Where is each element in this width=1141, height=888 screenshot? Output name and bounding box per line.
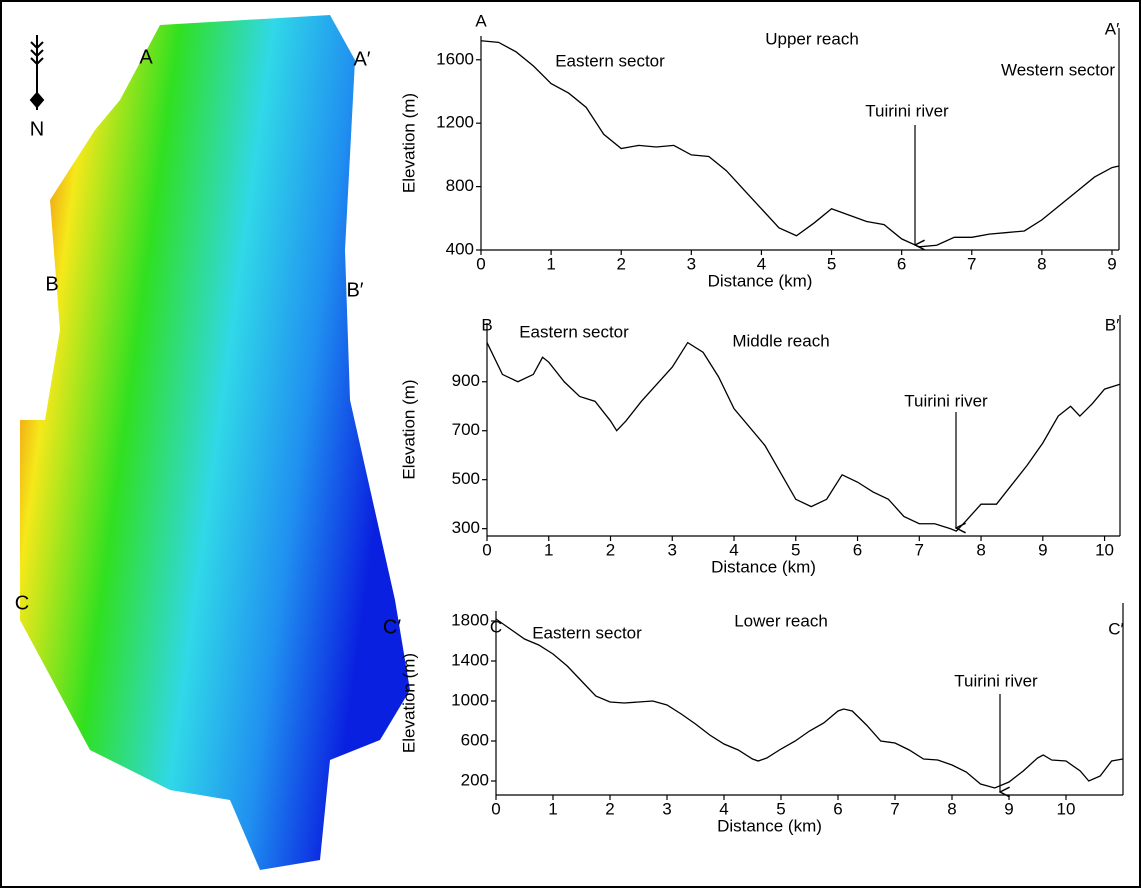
x-tick-label: 1 (544, 540, 553, 559)
y-tick-label: 700 (452, 420, 480, 439)
x-tick-label: 4 (757, 254, 766, 273)
section-end: C′ (1108, 619, 1123, 638)
x-tick-label: 6 (897, 254, 906, 273)
map-label: C (15, 592, 29, 614)
x-tick-label: 6 (833, 799, 842, 818)
x-tick-label: 4 (729, 540, 738, 559)
x-axis-title: Distance (km) (711, 557, 816, 576)
y-axis-title: Elevation (m) (399, 653, 418, 753)
x-tick-label: 10 (1095, 540, 1114, 559)
x-tick-label: 3 (662, 799, 671, 818)
y-tick-label: 1000 (451, 690, 489, 709)
chart-title: Middle reach (732, 331, 829, 350)
chart-title: Lower reach (734, 611, 828, 630)
y-tick-label: 500 (452, 469, 480, 488)
y-tick-label: 1800 (451, 610, 489, 629)
annotation: Tuirini river (904, 391, 988, 410)
x-tick-label: 5 (827, 254, 836, 273)
profile-line (480, 40, 1120, 248)
x-tick-label: 7 (967, 254, 976, 273)
x-tick-label: 5 (776, 799, 785, 818)
y-tick-label: 800 (446, 176, 474, 195)
section-start: C (490, 617, 502, 636)
x-tick-label: 2 (616, 254, 625, 273)
y-tick-label: 300 (452, 518, 480, 537)
x-tick-label: 6 (853, 540, 862, 559)
y-tick-label: 1400 (451, 650, 489, 669)
x-tick-label: 2 (606, 540, 615, 559)
y-tick-label: 1200 (436, 113, 474, 132)
x-tick-label: 8 (976, 540, 985, 559)
map-label: C′ (383, 616, 401, 638)
map-label: B (45, 273, 58, 295)
section-end: A′ (1105, 19, 1120, 38)
x-tick-label: 9 (1038, 540, 1047, 559)
x-tick-label: 7 (890, 799, 899, 818)
annotation: Tuirini river (954, 671, 1038, 690)
x-tick-label: 0 (482, 540, 491, 559)
section-start: B (481, 315, 492, 334)
map-label: A′ (353, 48, 370, 70)
annotation: Eastern sector (519, 322, 629, 341)
x-tick-label: 10 (1057, 799, 1076, 818)
profile-line (486, 341, 1121, 532)
chart-title: Upper reach (765, 29, 859, 48)
section-start: A (475, 11, 487, 30)
y-tick-label: 600 (461, 730, 489, 749)
x-tick-label: 5 (791, 540, 800, 559)
x-axis-title: Distance (km) (708, 271, 813, 290)
annotation: Tuirini river (865, 101, 949, 120)
y-axis-title: Elevation (m) (399, 93, 418, 193)
annotation: Eastern sector (555, 51, 665, 70)
annotation: Eastern sector (532, 623, 642, 642)
x-axis-title: Distance (km) (717, 816, 822, 835)
x-tick-label: 9 (1107, 254, 1116, 273)
x-tick-label: 0 (491, 799, 500, 818)
map-label: B′ (346, 279, 363, 301)
x-tick-label: 4 (719, 799, 728, 818)
profile-line (495, 618, 1124, 789)
y-axis-title: Elevation (m) (399, 379, 418, 479)
dem-surface (20, 15, 410, 870)
x-tick-label: 8 (947, 799, 956, 818)
x-tick-label: 8 (1037, 254, 1046, 273)
x-tick-label: 3 (687, 254, 696, 273)
x-tick-label: 0 (476, 254, 485, 273)
x-tick-label: 1 (548, 799, 557, 818)
annotation: Western sector (1001, 60, 1115, 79)
y-tick-label: 1600 (436, 49, 474, 68)
y-tick-label: 200 (461, 770, 489, 789)
x-tick-label: 3 (668, 540, 677, 559)
north-arrow (29, 35, 45, 110)
x-tick-label: 9 (1004, 799, 1013, 818)
y-tick-label: 900 (452, 371, 480, 390)
map-label: N (30, 118, 44, 140)
x-tick-label: 7 (915, 540, 924, 559)
map-label: A (139, 46, 153, 68)
x-tick-label: 2 (605, 799, 614, 818)
section-end: B′ (1105, 315, 1120, 334)
y-tick-label: 400 (446, 239, 474, 258)
x-tick-label: 1 (546, 254, 555, 273)
